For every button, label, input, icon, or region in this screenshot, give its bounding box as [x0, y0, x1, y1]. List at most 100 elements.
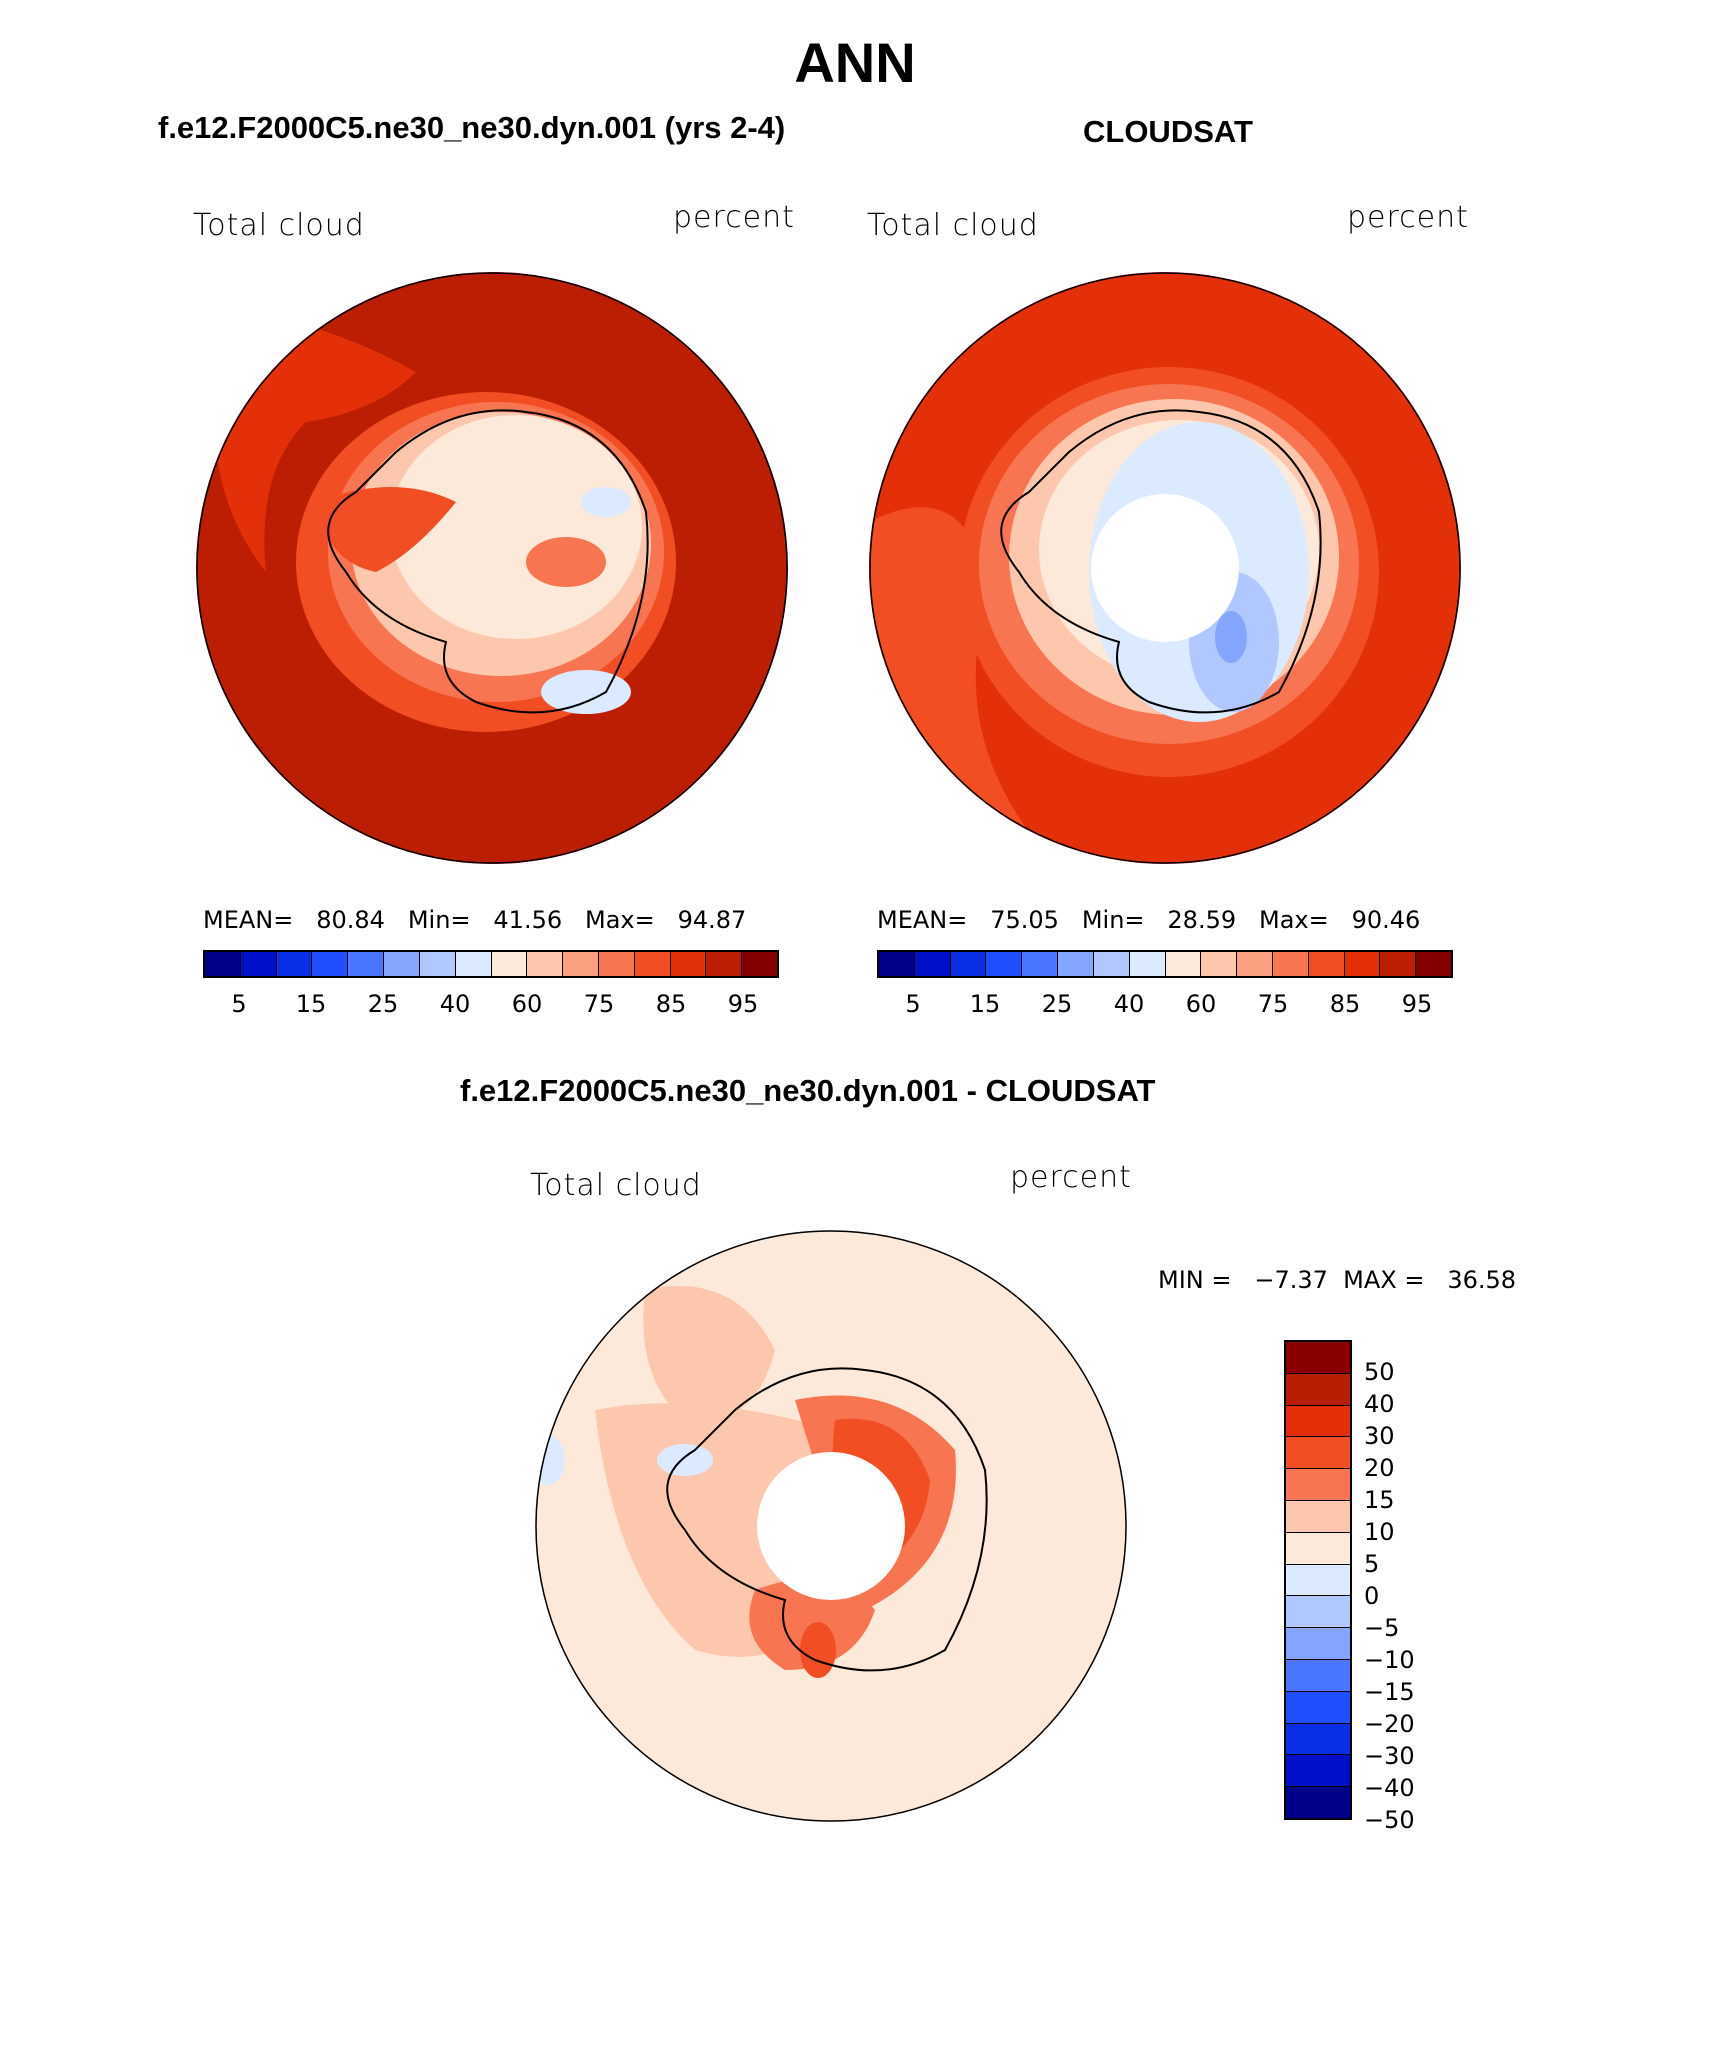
diff-colorbar-box [1286, 1723, 1350, 1756]
obs-colorbar-ticks: 5 15 25 40 60 75 85 95 [877, 990, 1453, 1020]
diff-colorbar-box [1286, 1373, 1350, 1406]
diff-panel-title: f.e12.F2000C5.ne30_ne30.dyn.001 - CLOUDS… [460, 1073, 1156, 1108]
diff-colorbar-box [1286, 1564, 1350, 1597]
obs-map [869, 272, 1461, 864]
model-colorbar-box [527, 952, 564, 976]
diff-stats: MIN = −7.37 MAX = 36.58 [1158, 1266, 1517, 1294]
obs-colorbar-box [1344, 952, 1381, 976]
model-colorbar-tick-label: 15 [295, 990, 327, 1018]
model-field-peninsula [316, 487, 456, 572]
model-colorbar-box [634, 952, 671, 976]
obs-colorbar-box [1022, 952, 1059, 976]
obs-variable-label: Total cloud [867, 208, 1039, 243]
model-colorbar-box [419, 952, 456, 976]
obs-colorbar-tick-label: 60 [1185, 990, 1217, 1018]
obs-colorbar-tick-label: 15 [969, 990, 1001, 1018]
diff-colorbar-tick-label: −5 [1364, 1614, 1400, 1642]
model-colorbar-tick-label: 60 [511, 990, 543, 1018]
obs-colorbar [877, 950, 1453, 978]
model-colorbar-box [670, 952, 707, 976]
model-colorbar-box [563, 952, 599, 976]
model-colorbar-box [455, 952, 492, 976]
diff-colorbar-box [1286, 1787, 1350, 1818]
model-field-low2 [541, 670, 631, 714]
diff-colorbar-box [1286, 1437, 1350, 1470]
model-variable-label: Total cloud [193, 208, 365, 243]
diff-colorbar-tick-label: −30 [1364, 1742, 1415, 1770]
model-colorbar-box [205, 952, 241, 976]
obs-colorbar-tick-label: 95 [1401, 990, 1433, 1018]
obs-units-label: percent [1347, 200, 1469, 235]
model-stats: MEAN= 80.84 Min= 41.56 Max= 94.87 [203, 906, 747, 934]
diff-colorbar-tick-label: 5 [1364, 1550, 1380, 1578]
diff-colorbar-tick-label: 50 [1364, 1358, 1395, 1386]
model-map-border [196, 272, 788, 864]
diff-colorbar-tick-label: 0 [1364, 1582, 1380, 1610]
model-colorbar-box [491, 952, 528, 976]
obs-colorbar-box [914, 952, 951, 976]
obs-coastline [1000, 409, 1322, 714]
model-colorbar-box [240, 952, 277, 976]
diff-colorbar-box [1286, 1691, 1350, 1724]
obs-colorbar-box [1380, 952, 1417, 976]
model-panel-title: f.e12.F2000C5.ne30_ne30.dyn.001 (yrs 2-4… [158, 110, 786, 145]
obs-colorbar-box [1093, 952, 1130, 976]
diff-colorbar-tick-label: 15 [1364, 1486, 1395, 1514]
diff-colorbar-tick-label: 10 [1364, 1518, 1395, 1546]
model-coastline [327, 409, 649, 714]
obs-colorbar-tick-label: 25 [1041, 990, 1073, 1018]
diff-colorbar-box [1286, 1469, 1350, 1501]
obs-stats: MEAN= 75.05 Min= 28.59 Max= 90.46 [877, 906, 1421, 934]
model-colorbar-tick-label: 40 [439, 990, 471, 1018]
diff-units-label: percent [1010, 1160, 1132, 1195]
model-colorbar-tick-label: 5 [231, 990, 247, 1018]
model-colorbar-tick-label: 75 [583, 990, 615, 1018]
model-field-band [216, 312, 416, 572]
diff-colorbar-box [1286, 1755, 1350, 1788]
diff-field-peak1 [800, 1622, 836, 1678]
obs-no-data-hole [1091, 494, 1239, 642]
diff-map [535, 1230, 1127, 1822]
diff-colorbar-tick-label: −50 [1364, 1806, 1415, 1834]
model-colorbar-box [276, 952, 313, 976]
diff-colorbar-tick-label: 20 [1364, 1454, 1395, 1482]
model-field-low1 [581, 487, 631, 517]
model-field-patch [526, 537, 606, 587]
figure-title: ANN [794, 31, 916, 94]
model-units-label: percent [673, 200, 795, 235]
diff-variable-label: Total cloud [530, 1168, 702, 1203]
diff-field-low2 [535, 1435, 565, 1485]
diff-colorbar-box [1286, 1628, 1350, 1660]
obs-colorbar-box [1308, 952, 1345, 976]
obs-map-border [869, 272, 1461, 864]
model-colorbar-box [312, 952, 349, 976]
model-colorbar-tick-label: 85 [655, 990, 687, 1018]
diff-colorbar-tick-label: −15 [1364, 1678, 1415, 1706]
obs-colorbar-box [1237, 952, 1273, 976]
model-colorbar-box [706, 952, 743, 976]
diff-colorbar-ticks: 50 40 30 20 15 10 5 0 −5 −10 −15 −20 −30 −40 −50 [1364, 1340, 1444, 1834]
diff-coastline [666, 1367, 988, 1672]
diff-colorbar-box [1286, 1405, 1350, 1438]
obs-colorbar-box [1165, 952, 1202, 976]
model-colorbar-tick-label: 25 [367, 990, 399, 1018]
obs-colorbar-tick-label: 40 [1113, 990, 1145, 1018]
model-colorbar-box [742, 952, 777, 976]
diff-map-border [535, 1230, 1127, 1822]
model-colorbar-ticks: 5 15 25 40 60 75 85 95 [203, 990, 779, 1020]
diff-colorbar-box [1286, 1532, 1350, 1565]
obs-colorbar-tick-label: 5 [905, 990, 921, 1018]
obs-field-low3 [1215, 611, 1247, 663]
model-colorbar-box [598, 952, 635, 976]
model-map [196, 272, 788, 864]
diff-colorbar-box [1286, 1342, 1350, 1374]
obs-panel-title: CLOUDSAT [1083, 114, 1253, 149]
obs-colorbar-box [950, 952, 987, 976]
diff-colorbar-tick-label: −40 [1364, 1774, 1415, 1802]
diff-colorbar-box [1286, 1596, 1350, 1629]
obs-colorbar-box [879, 952, 915, 976]
diff-field-patch1 [643, 1286, 775, 1422]
obs-colorbar-box [1129, 952, 1166, 976]
obs-colorbar-box [1416, 952, 1451, 976]
obs-colorbar-box [1272, 952, 1309, 976]
